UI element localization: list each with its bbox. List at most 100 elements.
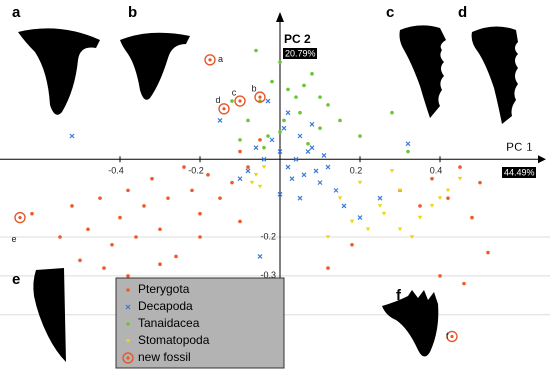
point — [69, 133, 75, 139]
point — [182, 165, 186, 169]
ring-inner — [450, 334, 454, 339]
point — [238, 149, 242, 154]
silhouette-d — [471, 26, 518, 125]
point — [357, 215, 363, 221]
point — [246, 165, 250, 169]
point — [313, 168, 319, 174]
y-axis-arrow — [276, 12, 284, 22]
point — [262, 145, 266, 150]
point — [258, 138, 262, 142]
point — [86, 227, 90, 232]
point — [198, 211, 202, 216]
point — [293, 156, 299, 162]
panel-label: f — [396, 287, 402, 304]
point — [269, 137, 275, 143]
x-tick-label: -0.2 — [188, 166, 204, 176]
point — [58, 235, 62, 239]
point — [350, 242, 354, 247]
point-label: d — [215, 95, 220, 105]
legend-marker — [126, 288, 130, 292]
point — [298, 110, 302, 115]
point — [438, 274, 442, 278]
legend-marker — [125, 339, 131, 343]
point — [341, 203, 347, 209]
silhouette-c — [399, 25, 446, 118]
point-label: a — [218, 54, 223, 64]
point — [325, 164, 331, 170]
x-axis-title: PC 1 — [506, 140, 533, 154]
legend-marker — [122, 352, 134, 364]
point — [377, 204, 383, 208]
point — [142, 204, 146, 208]
point — [238, 138, 242, 142]
point — [478, 180, 482, 185]
ring-inner — [208, 58, 212, 62]
x-axis-subtitle: 44.49% — [504, 167, 535, 177]
point — [261, 156, 267, 162]
point — [458, 165, 462, 169]
point — [254, 91, 266, 103]
silhouette-e — [33, 268, 72, 362]
point — [445, 188, 451, 193]
point — [253, 173, 259, 177]
point — [277, 149, 283, 154]
point — [246, 118, 250, 123]
point — [289, 176, 295, 182]
point — [285, 110, 291, 116]
point — [318, 126, 322, 131]
point — [257, 254, 263, 259]
point — [297, 133, 303, 139]
point — [204, 54, 216, 66]
y-axis-subtitle: 20.79% — [285, 48, 316, 58]
point — [446, 330, 458, 343]
point — [254, 48, 258, 53]
point — [337, 196, 343, 201]
point — [462, 281, 466, 286]
point — [297, 195, 303, 201]
y-axis-sub-bg — [283, 48, 317, 59]
point — [457, 176, 463, 181]
ring-inner — [258, 95, 262, 99]
point — [349, 219, 355, 224]
legend-label: new fossil — [138, 350, 191, 364]
point — [301, 172, 307, 178]
x-tick-label: 0.2 — [350, 166, 363, 176]
point — [381, 211, 387, 216]
ring-inner — [238, 99, 242, 103]
point-label: e — [11, 234, 16, 244]
point — [249, 180, 255, 185]
point — [365, 227, 371, 232]
point — [190, 188, 194, 193]
point — [218, 103, 230, 115]
point — [286, 87, 290, 92]
point — [417, 215, 423, 220]
point — [198, 235, 202, 239]
x-tick-label: 0.4 — [430, 166, 443, 176]
point — [234, 95, 246, 107]
point — [333, 187, 339, 193]
point — [285, 164, 291, 170]
point — [326, 266, 330, 270]
point — [310, 72, 314, 76]
ring-outer — [14, 211, 26, 224]
point — [237, 176, 243, 182]
point — [14, 211, 26, 224]
point — [206, 173, 210, 177]
panel-label: d — [458, 4, 467, 21]
point — [429, 204, 435, 208]
point — [390, 110, 394, 115]
point — [281, 125, 287, 131]
ring-inner — [126, 356, 130, 360]
point — [357, 180, 363, 185]
point — [302, 83, 306, 88]
point — [238, 219, 242, 224]
legend-box — [115, 277, 285, 369]
point — [278, 130, 282, 134]
point — [118, 215, 122, 220]
point — [230, 180, 234, 185]
legend-label: Decapoda — [138, 299, 193, 313]
point — [418, 204, 422, 208]
point — [338, 118, 342, 123]
point — [102, 266, 106, 270]
